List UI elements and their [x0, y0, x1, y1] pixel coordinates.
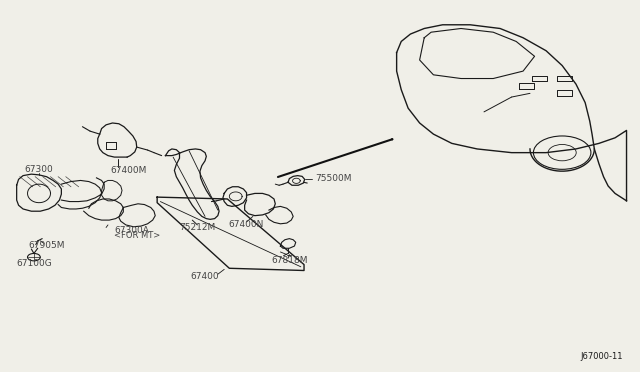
Text: 75212M: 75212M	[179, 223, 216, 232]
Text: J67000-11: J67000-11	[581, 352, 623, 361]
Text: 67818M: 67818M	[271, 256, 308, 265]
Text: 67905M: 67905M	[28, 241, 65, 250]
Text: 67400N: 67400N	[229, 220, 264, 229]
Text: 67300: 67300	[24, 165, 53, 174]
Text: 67300A: 67300A	[115, 226, 149, 235]
Text: 67100G: 67100G	[16, 259, 52, 268]
Text: 67400M: 67400M	[110, 166, 147, 175]
Text: 67400: 67400	[191, 272, 220, 281]
Text: 75500M: 75500M	[315, 174, 351, 183]
Text: <FOR MT>: <FOR MT>	[115, 231, 161, 240]
